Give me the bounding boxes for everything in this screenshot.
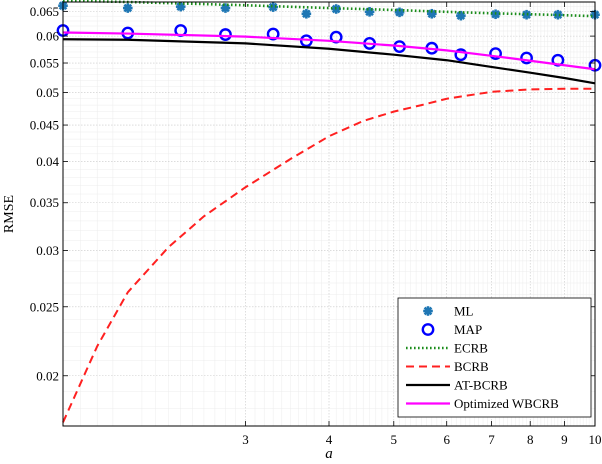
marker-core: [125, 5, 131, 11]
x-tick-label: 5: [391, 432, 398, 447]
legend-swatch-map: [421, 323, 435, 336]
legend-label: ML: [454, 304, 474, 319]
bcrb-line: [62, 87, 595, 423]
y-tick-label: 0.04: [36, 154, 59, 169]
ecrb-line: [62, 0, 596, 18]
y-tick-label: 0.05: [36, 85, 59, 100]
ml-data-point: [268, 2, 278, 12]
legend-label: MAP: [454, 322, 482, 337]
legend-label: ECRB: [454, 341, 488, 356]
map-data-point: [454, 48, 468, 62]
y-tick-label: 0.025: [30, 299, 59, 314]
map-data-point: [520, 51, 533, 65]
ml-data-point: [122, 3, 133, 13]
x-tick-label: 7: [488, 432, 495, 447]
map-data-point: [219, 28, 232, 41]
marker-core: [178, 4, 184, 10]
ml-data-point: [364, 7, 375, 17]
y-tick-label: 0.065: [30, 4, 59, 19]
marker-core: [425, 308, 431, 314]
legend-label: BCRB: [454, 359, 489, 374]
x-tick-label: 3: [242, 432, 249, 447]
y-tick-label: 0.02: [36, 368, 59, 383]
x-tick-label: 4: [326, 432, 333, 447]
x-axis-label: a: [325, 446, 333, 462]
marker-core: [429, 11, 435, 17]
x-tick-label: 6: [443, 432, 450, 447]
marker-core: [367, 9, 372, 15]
legend-swatch-ml: [423, 306, 433, 316]
legend-label: Optimized WBCRB: [454, 396, 559, 411]
legend-label: AT-BCRB: [454, 378, 508, 393]
marker-core: [303, 11, 309, 17]
y-tick-label: 0.06: [36, 29, 59, 44]
y-axis-label: RMSE: [2, 195, 17, 233]
axis-ticks: 3 4 5 6 7 8 9 10 0.02 0.025 0.03 0.035 0.04 0.045 0.05…: [30, 2, 602, 447]
y-tick-label: 0.055: [30, 56, 59, 71]
y-tick-label: 0.03: [36, 243, 59, 258]
legend: ML MAP ECRB BCRB AT-BCRB Optimized WBCRB: [397, 297, 592, 418]
ml-data-point: [456, 10, 466, 21]
optimized-wbcrb-line: [62, 31, 596, 71]
y-tick-label: 0.045: [30, 118, 59, 133]
ml-data-point: [301, 8, 312, 19]
ml-data-point: [553, 9, 563, 20]
at-bcrb-line: [62, 38, 596, 85]
ml-data-point: [220, 3, 231, 13]
ml-data-point: [394, 7, 405, 18]
map-data-point: [489, 47, 502, 61]
marker-core: [458, 13, 464, 19]
map-data-point: [266, 27, 280, 41]
legend-box: [397, 297, 592, 418]
x-tick-label: 10: [589, 432, 602, 447]
x-tick-label: 8: [527, 432, 534, 447]
marker-core: [397, 9, 402, 15]
marker-core: [223, 5, 228, 11]
x-tick-label: 9: [561, 432, 568, 447]
y-tick-label: 0.035: [30, 195, 59, 210]
